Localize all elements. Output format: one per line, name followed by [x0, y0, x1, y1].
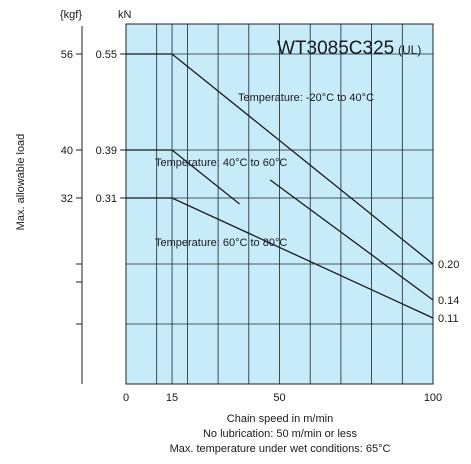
x-tick-label: 100 — [424, 392, 442, 404]
series-end-label: 0.11 — [438, 313, 459, 325]
x-tick-label: 0 — [123, 392, 129, 404]
x-axis-label-line-2: No lubrication: 50 m/min or less — [203, 428, 358, 440]
y-axis-label: Max. allowable load — [15, 134, 27, 231]
grid-lines — [126, 24, 433, 384]
series-label: Temperature: -20°C to 40°C — [238, 92, 374, 104]
y-tick-label-kn: 0.55 — [96, 49, 117, 61]
y-tick-label-kgf: 40 — [61, 145, 73, 157]
y-tick-label-kgf: 32 — [61, 193, 73, 205]
x-tick-label: 50 — [273, 392, 285, 404]
x-tick-label: 15 — [166, 392, 178, 404]
y-tick-label-kn: 0.39 — [96, 145, 117, 157]
series-line-segment — [269, 179, 434, 301]
y-tick-label-kgf: 56 — [61, 49, 73, 61]
unit-kgf: {kgf} — [60, 9, 82, 21]
series-lines: Temperature: -20°C to 40°C 0.20 Temperatur… — [126, 53, 459, 325]
y-tick-label-kn: 0.31 — [96, 193, 117, 205]
chart-title: WT3085C325 — [277, 38, 394, 59]
series-line — [126, 197, 434, 319]
chart-title-suffix: (UL) — [398, 43, 421, 57]
series-end-label: 0.14 — [438, 295, 459, 307]
series-label: Temperature: 60°C to 80°C — [155, 237, 287, 249]
series-line — [126, 53, 434, 265]
x-axis-label-line-1: Chain speed in m/min — [227, 413, 333, 425]
y-axis-ticks: 0.55 56 0.39 40 0.31 32 — [61, 26, 126, 384]
series-label: Temperature: 40°C to 60°C — [155, 157, 287, 169]
series-end-label: 0.20 — [438, 259, 459, 271]
x-axis-label-line-3: Max. temperature under wet conditions: 6… — [170, 443, 391, 455]
plot-frame — [125, 23, 434, 385]
x-axis-ticks: 0 15 50 100 — [123, 392, 442, 404]
unit-kn: kN — [118, 9, 132, 21]
series-line — [126, 149, 240, 205]
